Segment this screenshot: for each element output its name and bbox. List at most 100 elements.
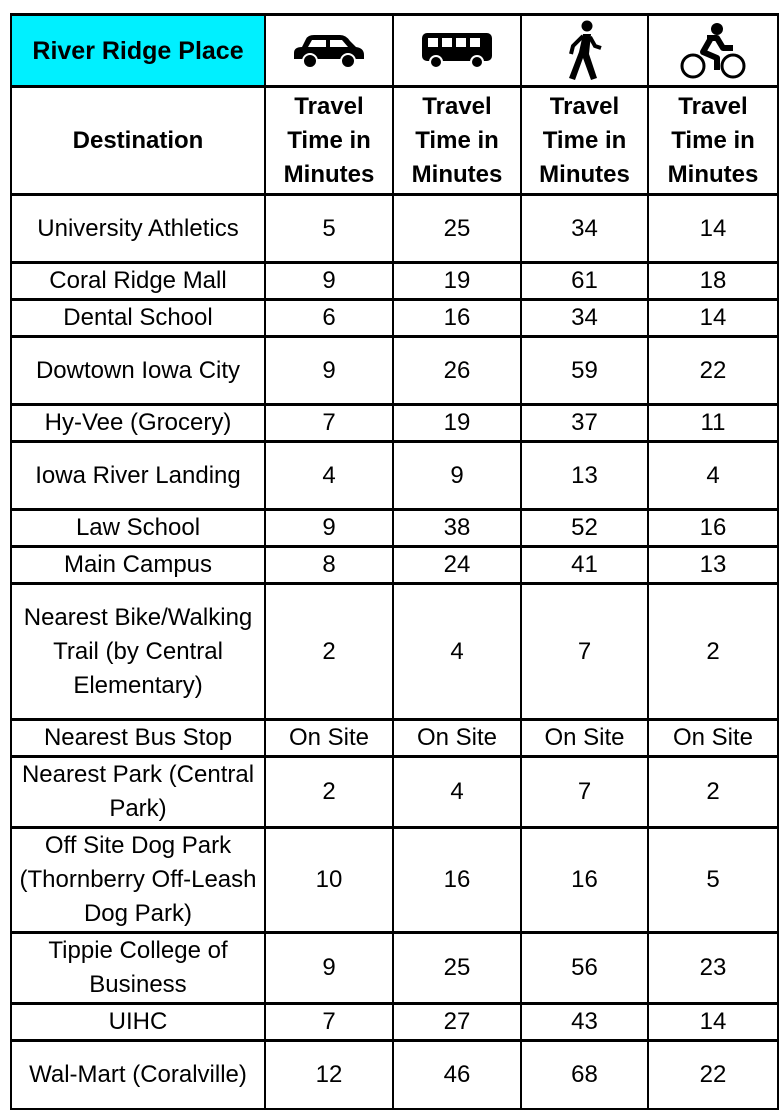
walking-icon — [568, 20, 602, 80]
walk-time-cell: On Site — [520, 718, 649, 758]
bus-header — [392, 13, 522, 88]
walk-time-cell: 34 — [520, 298, 649, 338]
property-title: River Ridge Place — [10, 13, 266, 88]
walk-time-cell: 7 — [520, 582, 649, 721]
column-header-row: Destination Travel Time in Minutes Trave… — [10, 85, 779, 196]
destination-cell: University Athletics — [10, 193, 266, 264]
bike-time-cell: 13 — [647, 545, 779, 585]
table-row: Nearest Park (Central Park) 2 4 7 2 — [10, 755, 779, 829]
car-time-cell: 7 — [264, 403, 394, 443]
car-time-cell: 6 — [264, 298, 394, 338]
walk-time-cell: 59 — [520, 335, 649, 406]
car-time-cell: 9 — [264, 335, 394, 406]
bike-time-cell: 16 — [647, 508, 779, 548]
destination-cell: Tippie College of Business — [10, 931, 266, 1005]
bus-time-cell: 16 — [392, 298, 522, 338]
destination-cell: Dental School — [10, 298, 266, 338]
car-time-cell: 7 — [264, 1002, 394, 1042]
bus-time-header: Travel Time in Minutes — [392, 85, 522, 196]
bus-time-cell: 38 — [392, 508, 522, 548]
bus-time-cell: 25 — [392, 193, 522, 264]
bus-time-cell: 24 — [392, 545, 522, 585]
bus-time-cell: 26 — [392, 335, 522, 406]
bike-time-cell: 14 — [647, 193, 779, 264]
bike-time-header: Travel Time in Minutes — [647, 85, 779, 196]
destination-cell: Nearest Bus Stop — [10, 718, 266, 758]
walk-time-cell: 41 — [520, 545, 649, 585]
walk-time-cell: 68 — [520, 1039, 649, 1110]
destination-cell: Nearest Bike/Walking Trail (by Central E… — [10, 582, 266, 721]
destination-cell: Main Campus — [10, 545, 266, 585]
destination-cell: Coral Ridge Mall — [10, 261, 266, 301]
bus-time-cell: 4 — [392, 755, 522, 829]
walk-time-cell: 7 — [520, 755, 649, 829]
walk-time-cell: 56 — [520, 931, 649, 1005]
table-row: Wal-Mart (Coralville) 12 46 68 22 — [10, 1039, 779, 1110]
table-row: Main Campus 8 24 41 13 — [10, 545, 779, 585]
car-time-cell: 2 — [264, 582, 394, 721]
destination-cell: Dowtown Iowa City — [10, 335, 266, 406]
car-time-cell: 4 — [264, 440, 394, 511]
bike-time-cell: 14 — [647, 298, 779, 338]
table-row: Off Site Dog Park (Thornberry Off-Leash … — [10, 826, 779, 934]
table-row: Tippie College of Business 9 25 56 23 — [10, 931, 779, 1005]
car-time-cell: On Site — [264, 718, 394, 758]
bus-time-cell: 16 — [392, 826, 522, 934]
travel-time-table: River Ridge Place — [10, 13, 779, 1110]
car-header — [264, 13, 394, 88]
walk-time-cell: 52 — [520, 508, 649, 548]
destination-cell: Law School — [10, 508, 266, 548]
bike-time-cell: 11 — [647, 403, 779, 443]
bike-time-cell: 14 — [647, 1002, 779, 1042]
destination-cell: Nearest Park (Central Park) — [10, 755, 266, 829]
table-row: University Athletics 5 25 34 14 — [10, 193, 779, 264]
bike-time-cell: 18 — [647, 261, 779, 301]
bike-time-cell: 2 — [647, 582, 779, 721]
table-row: Dental School 6 16 34 14 — [10, 298, 779, 338]
table-row: Dowtown Iowa City 9 26 59 22 — [10, 335, 779, 406]
car-time-cell: 9 — [264, 931, 394, 1005]
bike-header — [647, 13, 779, 88]
table-row: UIHC 7 27 43 14 — [10, 1002, 779, 1042]
bus-time-cell: 19 — [392, 403, 522, 443]
walk-time-cell: 43 — [520, 1002, 649, 1042]
bike-time-cell: 23 — [647, 931, 779, 1005]
bike-time-cell: 4 — [647, 440, 779, 511]
destination-cell: Iowa River Landing — [10, 440, 266, 511]
table-row: Coral Ridge Mall 9 19 61 18 — [10, 261, 779, 301]
car-time-cell: 5 — [264, 193, 394, 264]
walk-time-cell: 16 — [520, 826, 649, 934]
table-row: Nearest Bike/Walking Trail (by Central E… — [10, 582, 779, 721]
walk-header — [520, 13, 649, 88]
car-icon — [294, 34, 364, 69]
walk-time-header: Travel Time in Minutes — [520, 85, 649, 196]
walk-time-cell: 34 — [520, 193, 649, 264]
destination-cell: Off Site Dog Park (Thornberry Off-Leash … — [10, 826, 266, 934]
car-time-cell: 2 — [264, 755, 394, 829]
bus-time-cell: 19 — [392, 261, 522, 301]
bus-time-cell: 25 — [392, 931, 522, 1005]
table-row: Law School 9 38 52 16 — [10, 508, 779, 548]
bus-time-cell: 9 — [392, 440, 522, 511]
walk-time-cell: 13 — [520, 440, 649, 511]
destination-cell: Hy-Vee (Grocery) — [10, 403, 266, 443]
walk-time-cell: 37 — [520, 403, 649, 443]
walk-time-cell: 61 — [520, 261, 649, 301]
bike-time-cell: 2 — [647, 755, 779, 829]
table-row: Hy-Vee (Grocery) 7 19 37 11 — [10, 403, 779, 443]
bus-icon — [422, 32, 492, 69]
car-time-header: Travel Time in Minutes — [264, 85, 394, 196]
destination-cell: Wal-Mart (Coralville) — [10, 1039, 266, 1110]
bike-time-cell: 22 — [647, 335, 779, 406]
bike-time-cell: 5 — [647, 826, 779, 934]
icon-header-row: River Ridge Place — [10, 13, 779, 88]
bus-time-cell: 27 — [392, 1002, 522, 1042]
bicycle-icon — [680, 22, 746, 78]
car-time-cell: 12 — [264, 1039, 394, 1110]
car-time-cell: 8 — [264, 545, 394, 585]
table-row: Iowa River Landing 4 9 13 4 — [10, 440, 779, 511]
bus-time-cell: 4 — [392, 582, 522, 721]
car-time-cell: 9 — [264, 261, 394, 301]
bike-time-cell: On Site — [647, 718, 779, 758]
bus-time-cell: On Site — [392, 718, 522, 758]
